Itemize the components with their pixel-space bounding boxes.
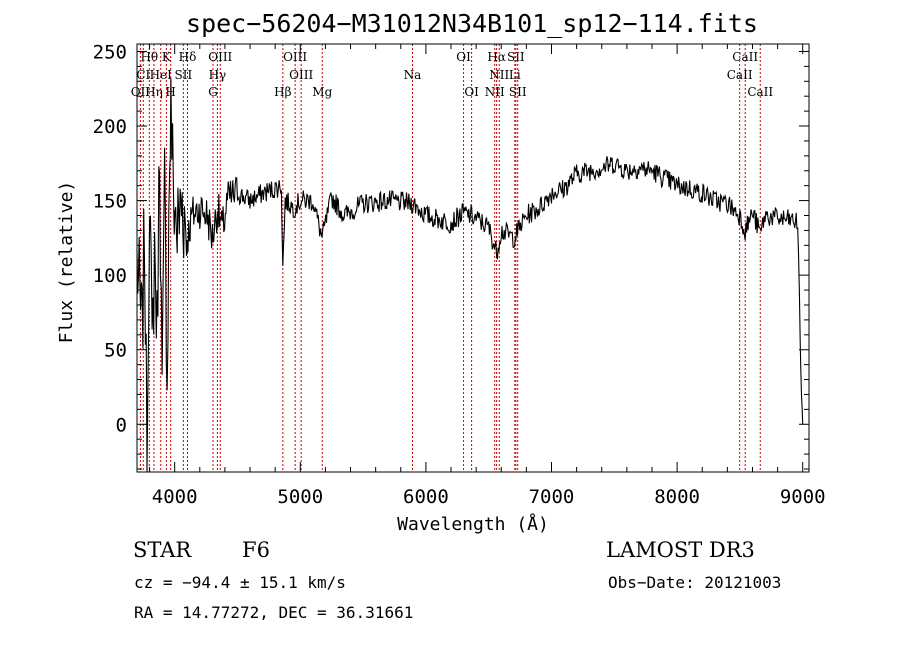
x-tick-label-5: 9000 xyxy=(780,486,826,508)
line-label-18: OII xyxy=(131,85,151,99)
line-label-17: CaII xyxy=(727,68,753,82)
chart-title: spec−56204−M31012N34B101_sp12−114.fits xyxy=(186,9,758,38)
plot-frame xyxy=(136,43,810,473)
line-label-22: Hβ xyxy=(274,85,291,99)
object-class: STAR xyxy=(133,538,192,562)
redshift-cz: cz = −94.4 ± 15.1 km/s xyxy=(134,573,346,592)
object-subclass: F6 xyxy=(242,538,270,562)
y-tick-label-4: 200 xyxy=(93,116,127,138)
y-tick-label-5: 250 xyxy=(93,41,127,63)
y-tick-label-1: 50 xyxy=(104,340,127,362)
y-axis-label: Flux (relative) xyxy=(56,181,77,344)
line-label-4: OIII xyxy=(283,50,307,64)
x-tick-label-2: 6000 xyxy=(403,486,449,508)
coordinates: RA = 14.77272, DEC = 36.31661 xyxy=(134,603,414,622)
line-label-24: OI xyxy=(464,85,479,99)
line-label-7: SII xyxy=(507,50,525,64)
line-label-15: NII xyxy=(489,68,509,82)
line-label-19: Hη xyxy=(145,85,163,99)
line-label-16: Li xyxy=(509,68,521,82)
line-label-21: G xyxy=(208,85,218,99)
survey-name: LAMOST DR3 xyxy=(606,538,755,562)
line-label-13: OIII xyxy=(289,68,313,82)
spectrum-series xyxy=(136,78,804,473)
line-label-25: NII xyxy=(485,85,505,99)
y-tick-label-3: 150 xyxy=(93,191,127,213)
line-label-6: Hα xyxy=(487,50,506,64)
line-label-9: CI xyxy=(136,68,150,82)
x-tick-label-1: 5000 xyxy=(277,486,323,508)
y-tick-label-0: 0 xyxy=(116,414,127,436)
x-tick-label-3: 7000 xyxy=(529,486,575,508)
x-tick-label-0: 4000 xyxy=(152,486,198,508)
x-axis-label: Wavelength (Å) xyxy=(397,513,549,535)
line-label-8: CaII xyxy=(732,50,758,64)
line-label-3: OIII xyxy=(208,50,232,64)
y-axis: 0 50 100 150 200 250 xyxy=(93,41,809,470)
line-label-1: K xyxy=(162,50,172,64)
spectrum-line xyxy=(136,78,804,473)
line-label-12: Hγ xyxy=(209,68,227,82)
x-tick-label-4: 8000 xyxy=(654,486,700,508)
line-label-10: HeI xyxy=(150,68,173,82)
y-tick-label-2: 100 xyxy=(93,265,127,287)
x-axis: 4000 5000 6000 7000 8000 9000 xyxy=(149,44,826,508)
line-label-14: Na xyxy=(404,68,422,82)
observation-date: Obs−Date: 20121003 xyxy=(608,573,782,592)
line-label-2: Hδ xyxy=(179,50,197,64)
line-label-23: Mg xyxy=(312,85,332,99)
line-label-5: OI xyxy=(456,50,471,64)
line-label-26: SII xyxy=(509,85,527,99)
line-label-11: SII xyxy=(174,68,192,82)
line-label-27: CaII xyxy=(747,85,773,99)
